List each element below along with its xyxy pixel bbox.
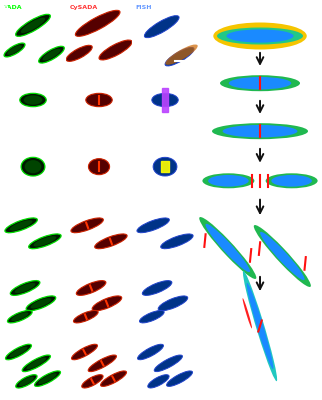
Text: CySADA: CySADA	[69, 5, 98, 10]
Ellipse shape	[260, 232, 305, 280]
Ellipse shape	[82, 375, 103, 388]
Ellipse shape	[220, 75, 300, 91]
Ellipse shape	[247, 283, 273, 369]
Bar	[162, 88, 168, 112]
Ellipse shape	[34, 371, 61, 386]
Text: F: F	[3, 336, 8, 345]
Ellipse shape	[88, 355, 117, 372]
Ellipse shape	[213, 22, 307, 50]
Ellipse shape	[16, 14, 50, 36]
Text: C: C	[3, 136, 8, 145]
Ellipse shape	[137, 218, 169, 233]
Text: E: E	[3, 269, 8, 278]
Text: TADA: TADA	[3, 5, 22, 10]
Ellipse shape	[5, 344, 32, 360]
Ellipse shape	[26, 358, 46, 369]
Ellipse shape	[223, 125, 298, 138]
Ellipse shape	[33, 236, 56, 246]
Ellipse shape	[203, 173, 254, 188]
Ellipse shape	[9, 346, 28, 358]
Ellipse shape	[243, 271, 277, 381]
Ellipse shape	[24, 95, 42, 105]
Ellipse shape	[139, 310, 164, 323]
Ellipse shape	[142, 281, 172, 295]
Ellipse shape	[166, 44, 198, 65]
Ellipse shape	[4, 43, 25, 57]
Ellipse shape	[25, 160, 41, 173]
Ellipse shape	[208, 175, 249, 187]
Ellipse shape	[73, 310, 98, 323]
Ellipse shape	[71, 218, 103, 233]
Ellipse shape	[271, 175, 312, 187]
Ellipse shape	[39, 46, 64, 63]
Ellipse shape	[217, 28, 303, 44]
Ellipse shape	[100, 371, 127, 386]
Ellipse shape	[95, 234, 127, 249]
Ellipse shape	[38, 373, 57, 384]
Ellipse shape	[229, 77, 291, 90]
Ellipse shape	[16, 375, 37, 388]
Ellipse shape	[86, 93, 112, 107]
Ellipse shape	[29, 234, 61, 249]
Ellipse shape	[76, 281, 106, 295]
Ellipse shape	[5, 218, 37, 233]
Bar	[161, 161, 169, 172]
Ellipse shape	[199, 217, 256, 279]
Ellipse shape	[254, 225, 311, 287]
Ellipse shape	[205, 224, 250, 272]
Ellipse shape	[152, 93, 178, 107]
Ellipse shape	[21, 18, 45, 33]
Ellipse shape	[10, 220, 33, 230]
Ellipse shape	[11, 312, 28, 321]
Ellipse shape	[154, 355, 183, 372]
Ellipse shape	[226, 29, 294, 43]
Text: FISH: FISH	[135, 5, 152, 10]
Text: A: A	[3, 3, 8, 12]
Ellipse shape	[242, 298, 252, 328]
Ellipse shape	[266, 173, 317, 188]
Text: B: B	[3, 69, 8, 78]
Ellipse shape	[15, 283, 35, 293]
Ellipse shape	[89, 159, 109, 175]
Ellipse shape	[158, 296, 188, 311]
Ellipse shape	[165, 48, 194, 66]
Ellipse shape	[43, 49, 61, 60]
Ellipse shape	[148, 375, 169, 388]
Ellipse shape	[71, 344, 98, 360]
Ellipse shape	[212, 123, 308, 139]
Ellipse shape	[7, 45, 22, 55]
Ellipse shape	[153, 157, 177, 176]
Ellipse shape	[144, 16, 179, 38]
Ellipse shape	[22, 355, 51, 372]
Ellipse shape	[166, 371, 193, 386]
Ellipse shape	[10, 281, 40, 295]
Ellipse shape	[20, 93, 46, 107]
Ellipse shape	[92, 296, 122, 311]
Ellipse shape	[19, 377, 34, 386]
Ellipse shape	[31, 298, 51, 308]
Text: D: D	[3, 203, 9, 212]
Ellipse shape	[7, 310, 32, 323]
Ellipse shape	[66, 45, 92, 61]
Ellipse shape	[26, 296, 56, 311]
Ellipse shape	[137, 344, 164, 360]
Ellipse shape	[21, 157, 45, 176]
Ellipse shape	[75, 10, 120, 36]
Ellipse shape	[99, 40, 132, 60]
Ellipse shape	[161, 234, 193, 249]
